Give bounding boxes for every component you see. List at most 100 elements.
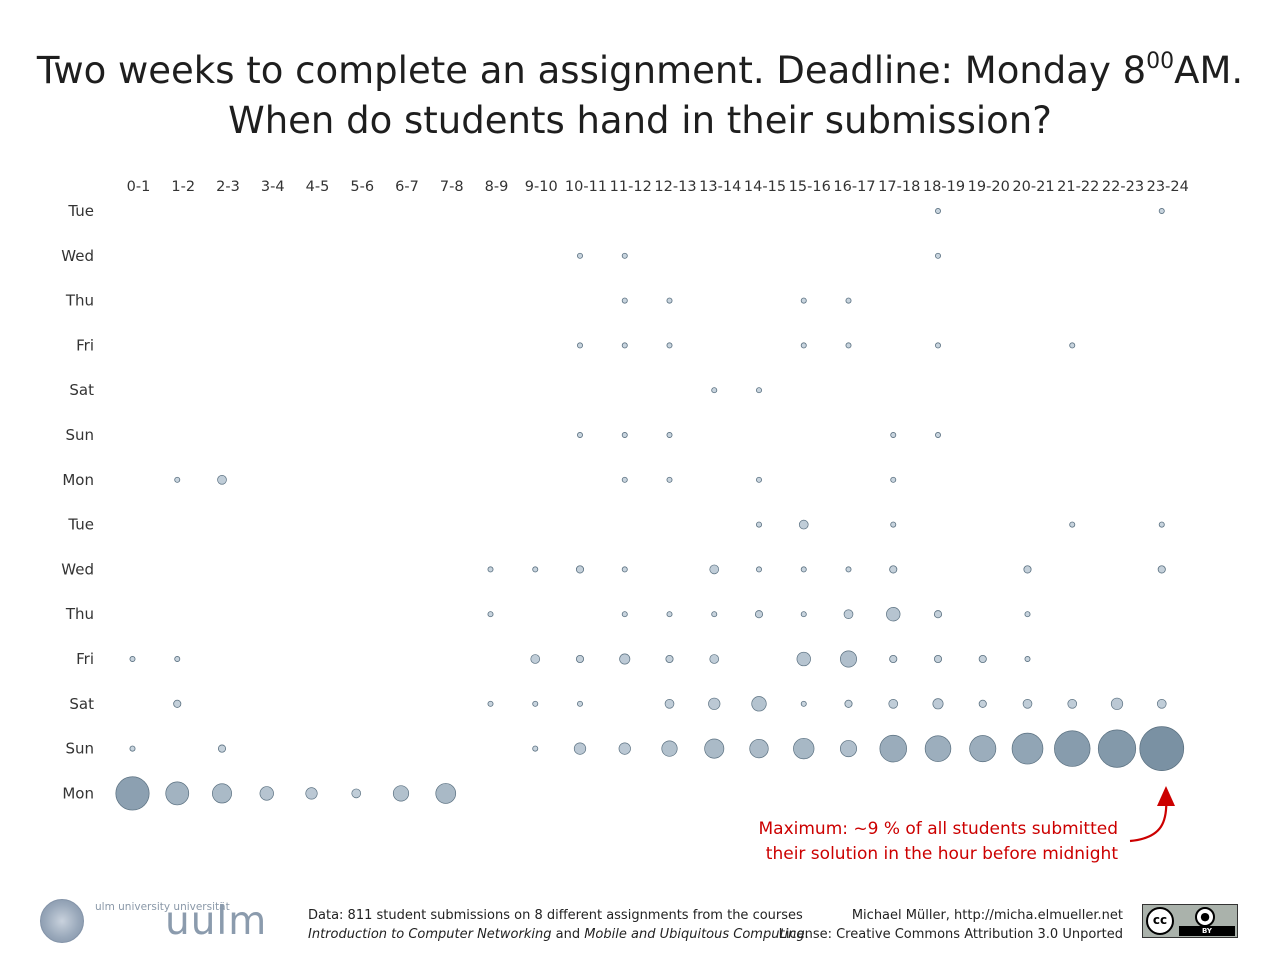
title-superscript: 00	[1146, 49, 1175, 74]
bubble	[621, 611, 628, 618]
y-tick-label: Thu	[65, 605, 94, 623]
y-tick-label: Sat	[69, 695, 94, 713]
x-tick-label: 23-24	[1147, 179, 1189, 195]
x-tick-label: 18-19	[923, 179, 965, 195]
bubble	[749, 738, 769, 759]
bubble	[666, 342, 673, 349]
bubble	[1011, 732, 1044, 765]
x-tick-label: 17-18	[878, 179, 920, 195]
bubble	[666, 611, 673, 618]
bubble	[532, 745, 539, 752]
bubble	[924, 735, 952, 762]
bubble	[1097, 729, 1137, 768]
bubble	[435, 783, 457, 804]
bubble	[665, 654, 674, 664]
bubble	[618, 742, 631, 755]
title-line-1: Two weeks to complete an assignment. Dea…	[0, 46, 1280, 96]
bubble	[174, 656, 181, 662]
bubble	[530, 654, 541, 664]
bubble	[621, 342, 628, 349]
bubble	[796, 651, 811, 667]
bubble	[889, 565, 898, 574]
bubble	[756, 566, 762, 573]
data-source-line-2: Introduction to Computer Networking and …	[308, 927, 809, 942]
bubble	[577, 342, 583, 349]
cc-by-license-icon[interactable]: cc ● BY	[1142, 904, 1238, 938]
bubble	[889, 654, 898, 664]
data-source-note: Data: 811 student submissions on 8 diffe…	[308, 906, 809, 944]
bubble	[661, 740, 678, 757]
y-tick-label: Sun	[65, 740, 94, 758]
bubble	[800, 342, 807, 349]
x-tick-label: 8-9	[485, 179, 509, 195]
bubble	[879, 734, 907, 763]
bubble	[129, 745, 136, 752]
bubble	[844, 699, 853, 708]
bubble	[1024, 611, 1031, 618]
bubble	[978, 654, 987, 664]
bubbles	[115, 208, 1185, 811]
bubble	[756, 476, 762, 483]
y-tick-label: Tue	[67, 516, 94, 534]
university-logo-caption: ulm university universität	[95, 901, 230, 913]
bubble	[711, 611, 718, 618]
course-name-1: Introduction to Computer Networking	[308, 927, 552, 942]
x-tick-label: 1-2	[171, 179, 195, 195]
bubble	[392, 785, 410, 802]
bubble	[666, 297, 673, 304]
bubble	[165, 781, 190, 806]
chart-title: Two weeks to complete an assignment. Dea…	[0, 46, 1280, 146]
bubble	[798, 519, 809, 530]
x-tick-label: 3-4	[261, 179, 285, 195]
x-axis-ticks: 0-1 1-2 2-3 3-4 4-5 5-6 6-7 7-8 8-9 9-10 10-11 11-1…	[127, 179, 1189, 195]
title-line-2: When do students hand in their submissio…	[228, 99, 1052, 142]
x-tick-label: 5-6	[350, 179, 374, 195]
bubble	[800, 297, 807, 304]
data-source-and: and	[555, 927, 581, 942]
bubble	[1067, 698, 1078, 709]
x-tick-label: 2-3	[216, 179, 240, 195]
y-tick-label: Sat	[69, 381, 94, 399]
bubble	[619, 653, 631, 665]
by-label: BY	[1179, 926, 1235, 936]
author-credit: Michael Müller, http://micha.elmueller.n…	[779, 906, 1123, 944]
bubble	[577, 432, 583, 438]
author-line: Michael Müller, http://micha.elmueller.n…	[851, 908, 1123, 923]
bubble	[1023, 565, 1032, 574]
bubble	[1139, 726, 1185, 771]
bubble	[933, 610, 943, 619]
bubble	[532, 700, 539, 707]
annotation-line-2: their solution in the hour before midnig…	[765, 844, 1118, 864]
bubble	[840, 650, 857, 668]
bubble	[843, 609, 854, 620]
bubble	[890, 521, 897, 528]
bubble	[575, 654, 585, 664]
annotation-text: Maximum: ~9 % of all students submitted …	[720, 817, 1118, 867]
bubble	[259, 786, 274, 801]
bubble	[1022, 698, 1033, 709]
bubble	[212, 783, 232, 804]
bubble	[935, 432, 941, 438]
data-source-line-1: Data: 811 student submissions on 8 diffe…	[308, 908, 803, 923]
x-tick-label: 9-10	[525, 179, 558, 195]
y-tick-label: Wed	[61, 247, 94, 265]
bubble	[573, 742, 587, 755]
bubble	[621, 432, 628, 438]
title-line-1-end: AM.	[1174, 49, 1244, 92]
bubble	[351, 788, 362, 799]
x-tick-label: 12-13	[654, 179, 696, 195]
bubble	[800, 566, 807, 573]
bubble	[487, 611, 494, 618]
x-tick-label: 15-16	[789, 179, 831, 195]
bubble	[666, 476, 673, 483]
y-tick-label: Mon	[62, 784, 94, 802]
bubble	[1157, 565, 1166, 574]
bubble	[487, 566, 494, 573]
bubble	[933, 654, 943, 664]
x-tick-label: 7-8	[440, 179, 464, 195]
bubble	[845, 566, 852, 573]
bubble	[305, 787, 318, 800]
bubble	[840, 740, 857, 758]
bubble	[932, 698, 944, 710]
